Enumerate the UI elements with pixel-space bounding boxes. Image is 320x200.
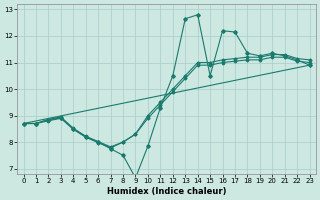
X-axis label: Humidex (Indice chaleur): Humidex (Indice chaleur) [107, 187, 226, 196]
